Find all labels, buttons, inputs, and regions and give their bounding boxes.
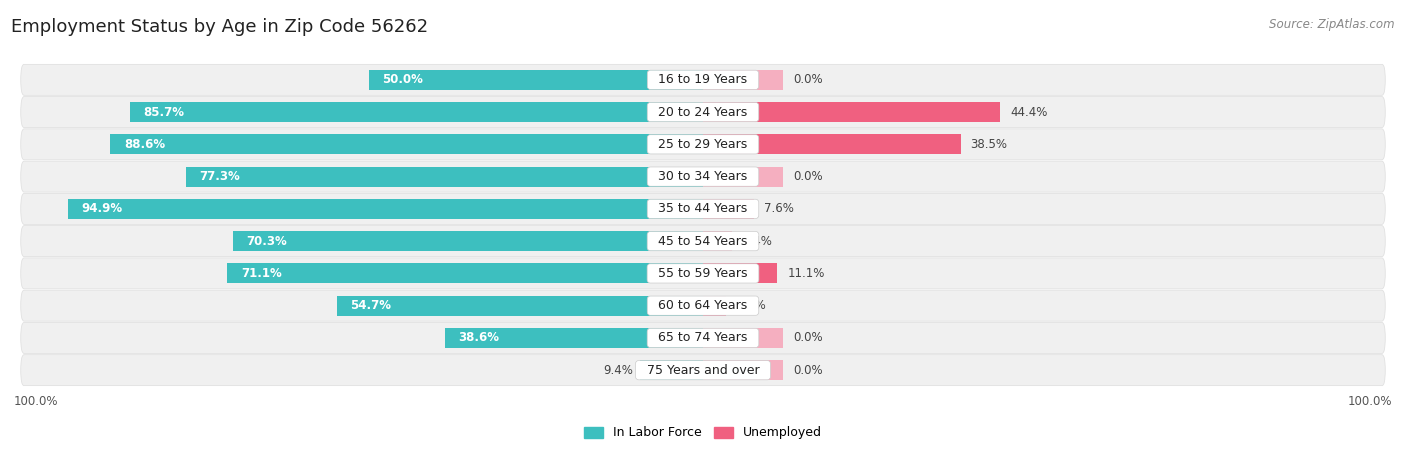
Text: 65 to 74 Years: 65 to 74 Years — [651, 331, 755, 344]
Text: 88.6%: 88.6% — [124, 138, 165, 151]
Text: 70.3%: 70.3% — [246, 234, 287, 248]
Bar — [444, 328, 703, 348]
FancyBboxPatch shape — [21, 225, 1385, 256]
Bar — [129, 102, 703, 122]
Text: 16 to 19 Years: 16 to 19 Years — [651, 73, 755, 86]
Text: 94.9%: 94.9% — [82, 202, 122, 216]
Text: 20 to 24 Years: 20 to 24 Years — [651, 106, 755, 119]
Bar — [337, 296, 703, 315]
Text: 30 to 34 Years: 30 to 34 Years — [651, 170, 755, 183]
Text: 35 to 44 Years: 35 to 44 Years — [651, 202, 755, 216]
Text: 100.0%: 100.0% — [1347, 396, 1392, 408]
Text: 54.7%: 54.7% — [350, 299, 391, 312]
Bar — [703, 328, 783, 348]
Bar — [703, 231, 733, 251]
Bar — [703, 199, 754, 219]
Bar — [233, 231, 703, 251]
Text: 85.7%: 85.7% — [143, 106, 184, 119]
Bar — [703, 70, 783, 90]
FancyBboxPatch shape — [21, 290, 1385, 321]
FancyBboxPatch shape — [21, 323, 1385, 353]
FancyBboxPatch shape — [21, 194, 1385, 225]
Text: 7.6%: 7.6% — [763, 202, 794, 216]
Bar — [703, 360, 783, 380]
FancyBboxPatch shape — [21, 129, 1385, 160]
Text: 77.3%: 77.3% — [200, 170, 240, 183]
FancyBboxPatch shape — [21, 97, 1385, 127]
Text: 25 to 29 Years: 25 to 29 Years — [651, 138, 755, 151]
Legend: In Labor Force, Unemployed: In Labor Force, Unemployed — [579, 422, 827, 445]
Text: 0.0%: 0.0% — [793, 73, 823, 86]
Text: 44.4%: 44.4% — [1010, 106, 1047, 119]
Text: 3.4%: 3.4% — [735, 299, 765, 312]
FancyBboxPatch shape — [21, 258, 1385, 289]
FancyBboxPatch shape — [21, 355, 1385, 386]
Text: 9.4%: 9.4% — [603, 364, 634, 377]
Bar — [703, 102, 1000, 122]
Text: 38.5%: 38.5% — [970, 138, 1008, 151]
Text: Employment Status by Age in Zip Code 56262: Employment Status by Age in Zip Code 562… — [11, 18, 429, 36]
Bar — [111, 135, 703, 154]
Text: 11.1%: 11.1% — [787, 267, 825, 280]
Bar — [703, 166, 783, 187]
FancyBboxPatch shape — [21, 161, 1385, 192]
Text: 100.0%: 100.0% — [14, 396, 59, 408]
Bar — [186, 166, 703, 187]
Bar — [228, 263, 703, 284]
Text: 71.1%: 71.1% — [240, 267, 281, 280]
Text: 60 to 64 Years: 60 to 64 Years — [651, 299, 755, 312]
Text: 50.0%: 50.0% — [382, 73, 423, 86]
Text: 38.6%: 38.6% — [458, 331, 499, 344]
Text: 0.0%: 0.0% — [793, 331, 823, 344]
Text: Source: ZipAtlas.com: Source: ZipAtlas.com — [1270, 18, 1395, 31]
Text: 55 to 59 Years: 55 to 59 Years — [650, 267, 756, 280]
Bar — [640, 360, 703, 380]
Text: 75 Years and over: 75 Years and over — [638, 364, 768, 377]
FancyBboxPatch shape — [21, 64, 1385, 95]
Bar — [69, 199, 703, 219]
Bar — [703, 296, 725, 315]
Text: 0.0%: 0.0% — [793, 364, 823, 377]
Text: 45 to 54 Years: 45 to 54 Years — [651, 234, 755, 248]
Bar — [703, 135, 960, 154]
Bar — [368, 70, 703, 90]
Bar — [703, 263, 778, 284]
Text: 4.4%: 4.4% — [742, 234, 772, 248]
Text: 0.0%: 0.0% — [793, 170, 823, 183]
